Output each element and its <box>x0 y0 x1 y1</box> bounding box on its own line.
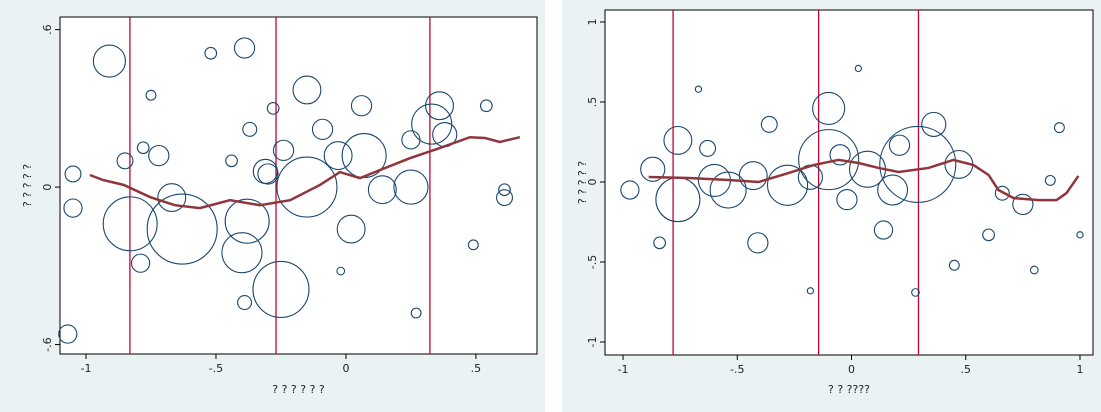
bubble <box>411 103 453 145</box>
bubble <box>58 324 78 344</box>
bubble <box>766 164 809 206</box>
y-tick-label: 0 <box>41 184 54 191</box>
bubble <box>1076 231 1084 239</box>
x-axis-title: ? ? ???? <box>828 383 870 396</box>
bubble <box>401 130 421 150</box>
bubble <box>350 95 373 117</box>
bubble <box>292 75 322 105</box>
bubble <box>157 183 187 213</box>
bubble <box>812 91 846 125</box>
bubble <box>747 232 769 254</box>
x-tick-label: 0 <box>848 363 855 376</box>
y-axis-title: ? ? ? ? ? <box>576 161 589 204</box>
bubble <box>257 163 279 185</box>
y-axis-title: ? ? ? ? ? <box>21 164 34 207</box>
bubble <box>921 111 947 138</box>
bubble <box>467 239 479 251</box>
x-tick-label: .5 <box>960 363 971 376</box>
bubble <box>224 198 270 244</box>
bubble <box>1012 193 1034 216</box>
y-tick-label: -.6 <box>41 337 54 351</box>
bubble <box>311 118 334 140</box>
bubble <box>982 228 995 242</box>
bubble <box>836 188 858 211</box>
bubble <box>994 185 1010 201</box>
bubble <box>64 165 82 183</box>
bubble <box>498 183 511 197</box>
bubble <box>640 156 666 182</box>
bubble <box>1044 174 1056 186</box>
bubble <box>798 129 860 191</box>
bubble <box>873 220 894 240</box>
plot-area <box>604 9 1094 356</box>
bubble <box>233 37 256 59</box>
bubble <box>479 99 493 113</box>
bubble <box>266 101 280 115</box>
y-tick-label: -.5 <box>586 255 599 269</box>
bubble <box>323 141 353 171</box>
chart-panel: -1 -.5 0 .5 -.6 0 .6 ? ? ? ? ? ? ? ? ? ? ? <box>0 0 545 412</box>
bubble <box>854 64 863 73</box>
bubble <box>877 174 909 206</box>
bubble <box>204 46 218 60</box>
bubble <box>806 287 815 295</box>
x-tick-label: -.5 <box>209 362 223 375</box>
x-tick-label: -1 <box>618 363 629 376</box>
bubble <box>879 125 957 203</box>
bubble <box>888 134 911 156</box>
bubble <box>620 180 640 200</box>
bubble <box>410 307 422 319</box>
plot-area <box>59 16 538 355</box>
bubble <box>252 260 310 318</box>
bubble <box>102 196 158 252</box>
bubble <box>760 115 778 133</box>
fit-line <box>89 135 521 210</box>
bubble <box>425 91 454 121</box>
bubble <box>130 253 151 273</box>
bubble <box>148 144 170 167</box>
bubble <box>694 85 703 93</box>
y-tick-label: 0 <box>586 179 599 186</box>
x-tick-label: -.5 <box>730 363 744 376</box>
y-tick-label: .5 <box>586 97 599 108</box>
bubble <box>709 171 747 209</box>
chart-panel: -1 -.5 0 .5 1 -1 -.5 0 .5 1 ? ? ???? ? ? ? ? ? <box>562 0 1101 412</box>
x-tick-label: 0 <box>342 362 349 375</box>
bubble <box>237 295 253 311</box>
bubble <box>496 189 513 207</box>
y-tick-label: .6 <box>41 24 54 34</box>
bubble <box>146 193 218 265</box>
x-tick-label: 1 <box>1076 363 1083 376</box>
bubble <box>653 236 666 250</box>
bubble <box>92 44 126 78</box>
bubble <box>663 125 693 155</box>
bubble <box>221 232 263 274</box>
bubble <box>145 89 157 101</box>
fit-line <box>648 158 1080 202</box>
bubble <box>367 175 397 205</box>
bubble <box>272 139 295 161</box>
bubble <box>63 198 83 218</box>
bubble <box>393 169 429 205</box>
y-tick-label: -1 <box>586 337 599 348</box>
bubble <box>225 154 238 168</box>
bubble <box>829 144 851 166</box>
bubble <box>948 259 960 271</box>
bubble <box>336 214 366 244</box>
x-axis-title: ? ? ? ? ? ? <box>272 383 325 396</box>
x-tick-label: -1 <box>81 362 92 375</box>
bubble <box>1053 122 1065 134</box>
bubble <box>276 156 338 218</box>
x-tick-label: .5 <box>471 362 482 375</box>
bubble <box>911 288 920 297</box>
bubble <box>242 121 258 137</box>
bubble <box>699 139 717 157</box>
y-tick-label: 1 <box>586 19 599 26</box>
bubble <box>336 266 346 276</box>
bubble <box>116 152 134 170</box>
bubble <box>136 141 150 155</box>
bubble <box>1029 265 1039 275</box>
